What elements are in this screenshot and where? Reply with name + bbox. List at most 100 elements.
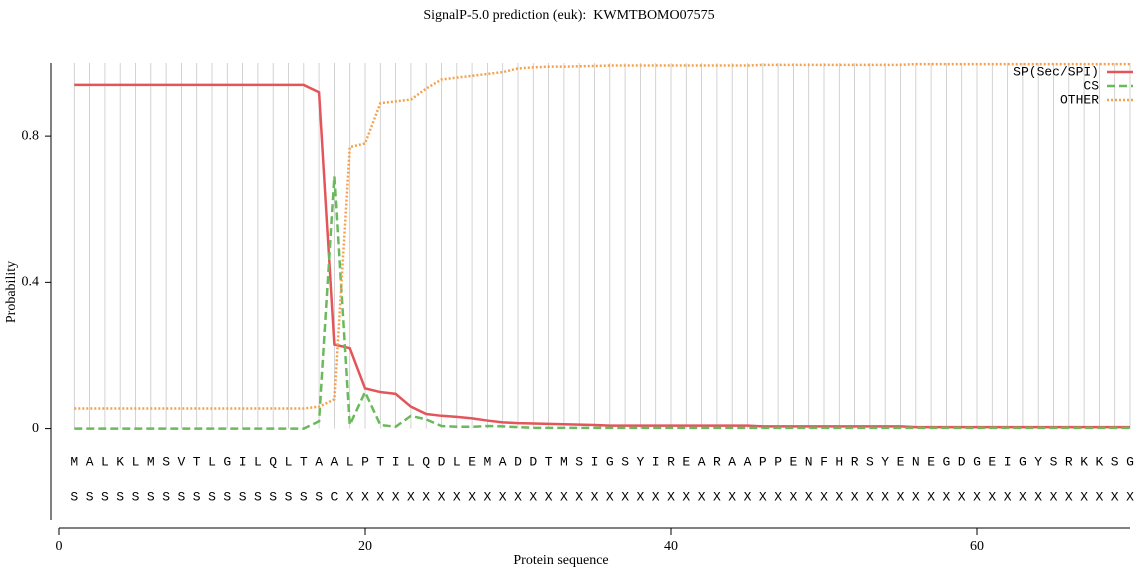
annotation-letter: S <box>162 489 170 504</box>
annotation-letter: X <box>988 489 996 504</box>
annotation-letter: X <box>392 489 400 504</box>
sequence-letter: D <box>514 454 522 469</box>
annotation-letter: X <box>728 489 736 504</box>
sequence-letter: Q <box>422 454 430 469</box>
annotation-letter: X <box>942 489 950 504</box>
y-tick-label: 0 <box>32 421 39 436</box>
sequence-letter: L <box>285 454 293 469</box>
sequence-letter: P <box>774 454 782 469</box>
sequence-letter: S <box>866 454 874 469</box>
x-tick-label: 20 <box>358 539 372 554</box>
annotation-letter: X <box>621 489 629 504</box>
annotation-letter: X <box>820 489 828 504</box>
sequence-letter: G <box>942 454 950 469</box>
x-axis-label: Protein sequence <box>513 553 608 568</box>
sequence-letter: T <box>545 454 553 469</box>
sequence-letter: M <box>483 454 491 469</box>
annotation-letter: X <box>805 489 813 504</box>
sequence-letter: A <box>744 454 752 469</box>
sequence-letter: P <box>759 454 767 469</box>
annotation-letter: X <box>774 489 782 504</box>
annotation-letter: X <box>958 489 966 504</box>
annotation-letter: X <box>1034 489 1042 504</box>
sequence-letter: E <box>682 454 690 469</box>
annotation-letter: X <box>851 489 859 504</box>
annotation-letter: X <box>1019 489 1027 504</box>
annotation-letter: X <box>606 489 614 504</box>
x-tick-label: 0 <box>56 539 63 554</box>
annotation-letter: X <box>376 489 384 504</box>
annotation-letter: S <box>300 489 308 504</box>
annotation-letter: X <box>575 489 583 504</box>
annotation-letter: X <box>927 489 935 504</box>
annotation-letter: X <box>483 489 491 504</box>
annotation-letter: X <box>1050 489 1058 504</box>
annotation-letter: S <box>70 489 78 504</box>
chart-title: SignalP-5.0 prediction (euk): KWMTBOMO07… <box>423 8 714 23</box>
x-tick-label: 60 <box>970 539 984 554</box>
annotation-letter: X <box>468 489 476 504</box>
annotation-letter: S <box>147 489 155 504</box>
sequence-letter: G <box>606 454 614 469</box>
annotation-letter: X <box>881 489 889 504</box>
sequence-letter: A <box>86 454 94 469</box>
sequence-letter: D <box>958 454 966 469</box>
sequence-letter: M <box>560 454 568 469</box>
annotation-letter: X <box>591 489 599 504</box>
annotation-letter: X <box>667 489 675 504</box>
annotation-letter: S <box>101 489 109 504</box>
sequence-letter: M <box>70 454 78 469</box>
annotation-letter: S <box>132 489 140 504</box>
annotation-letter: X <box>545 489 553 504</box>
sequence-letter: K <box>116 454 124 469</box>
annotation-letter: X <box>422 489 430 504</box>
sequence-letter: A <box>330 454 338 469</box>
sequence-letter: S <box>162 454 170 469</box>
legend-label: CS <box>1083 78 1099 93</box>
annotation-letter: X <box>1004 489 1012 504</box>
annotation-letter: X <box>835 489 843 504</box>
sequence-letter: S <box>621 454 629 469</box>
sequence-letter: T <box>300 454 308 469</box>
annotation-letter: X <box>1126 489 1134 504</box>
x-tick-label: 40 <box>664 539 678 554</box>
annotation-letter: X <box>744 489 752 504</box>
annotation-letter: S <box>254 489 262 504</box>
sequence-letter: D <box>529 454 537 469</box>
sequence-letter: L <box>132 454 140 469</box>
annotation-letter: X <box>713 489 721 504</box>
annotation-letter: S <box>86 489 94 504</box>
annotation-letter: X <box>759 489 767 504</box>
annotation-letter: S <box>193 489 201 504</box>
sequence-letter: S <box>1111 454 1119 469</box>
sequence-letter: A <box>315 454 323 469</box>
sequence-letter: L <box>101 454 109 469</box>
sequence-letter: K <box>1080 454 1088 469</box>
sequence-letter: H <box>835 454 843 469</box>
annotation-letter: X <box>438 489 446 504</box>
sequence-letter: Y <box>636 454 644 469</box>
annotation-letter: X <box>652 489 660 504</box>
sequence-letter: L <box>254 454 262 469</box>
annotation-letter: S <box>223 489 231 504</box>
annotation-letter: X <box>361 489 369 504</box>
sequence-letter: D <box>438 454 446 469</box>
annotation-letter: X <box>682 489 690 504</box>
annotation-letter: S <box>177 489 185 504</box>
y-tick-label: 0.8 <box>22 128 40 143</box>
sequence-letter: L <box>208 454 216 469</box>
sequence-letter: V <box>177 454 185 469</box>
annotation-letter: X <box>514 489 522 504</box>
annotation-letter: X <box>529 489 537 504</box>
sequence-letter: I <box>239 454 247 469</box>
annotation-letter: X <box>1080 489 1088 504</box>
annotation-letter: X <box>407 489 415 504</box>
sequence-letter: P <box>361 454 369 469</box>
legend-label: OTHER <box>1060 92 1099 107</box>
sequence-letter: N <box>912 454 920 469</box>
annotation-letter: S <box>208 489 216 504</box>
sequence-letter: L <box>453 454 461 469</box>
annotation-letter: C <box>330 489 338 504</box>
sequence-letter: Y <box>881 454 889 469</box>
sequence-letter: T <box>376 454 384 469</box>
